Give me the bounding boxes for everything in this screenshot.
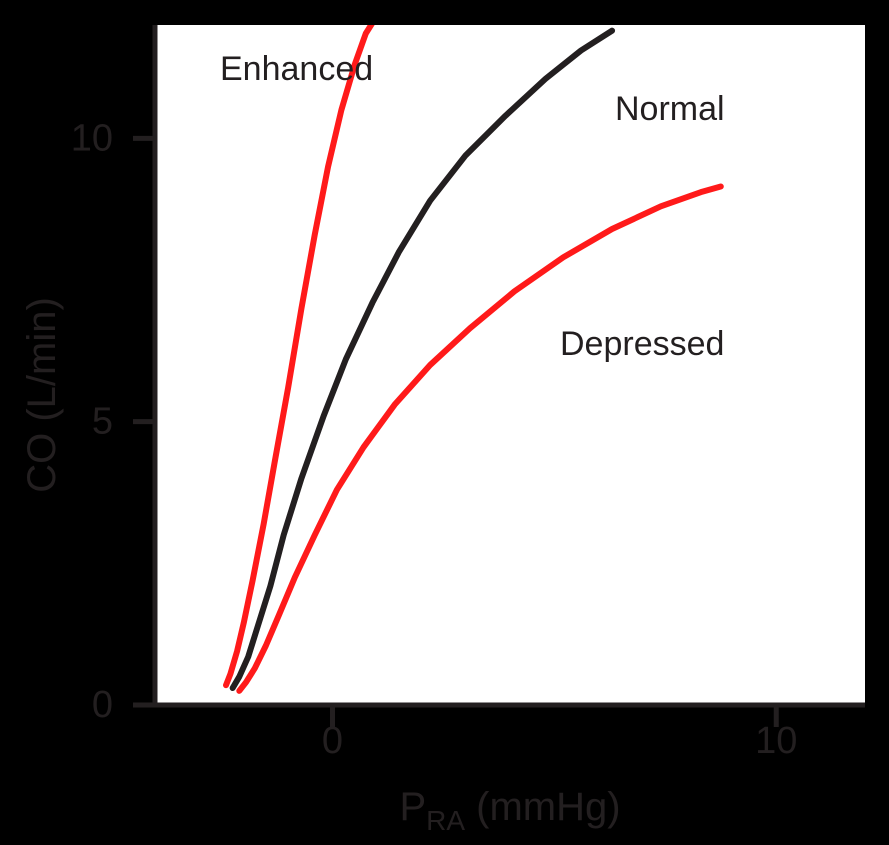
series-label-normal: Normal <box>615 90 725 128</box>
y-tick-label: 10 <box>71 117 113 159</box>
x-tick-label: 10 <box>755 720 797 762</box>
series-label-depressed: Depressed <box>560 325 724 363</box>
plot-area <box>155 25 865 705</box>
y-tick-label: 0 <box>92 684 113 726</box>
y-tick-label: 5 <box>92 401 113 443</box>
x-tick-label: 0 <box>322 720 343 762</box>
cardiac-function-chart: Enhanced Normal Depressed 0 10 0 5 10 CO (L/min)… <box>0 0 889 845</box>
series-label-enhanced: Enhanced <box>220 50 373 88</box>
y-axis-title: CO (L/min) <box>20 297 64 493</box>
